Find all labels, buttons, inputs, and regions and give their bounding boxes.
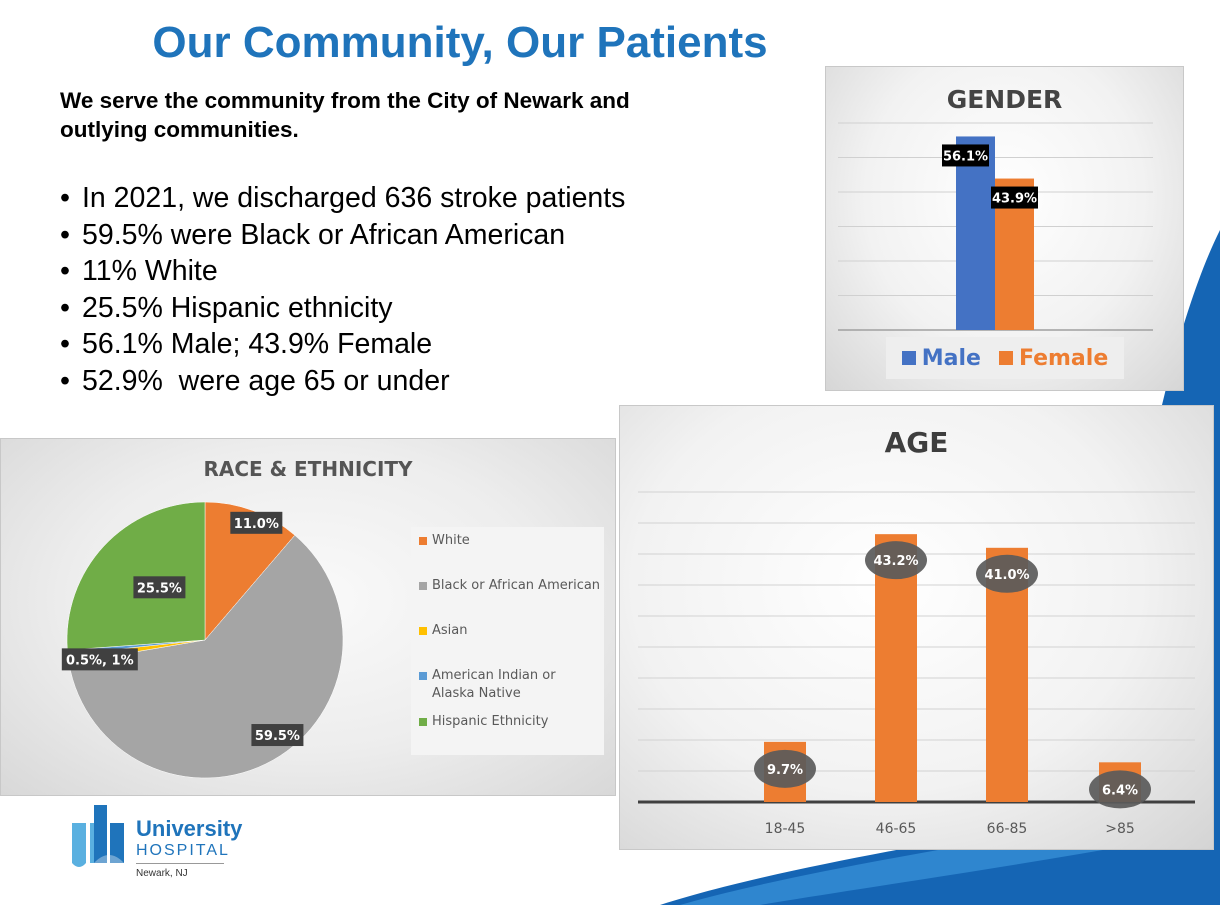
legend-label: Male	[921, 345, 981, 371]
bullet-list: In 2021, we discharged 636 stroke patien…	[60, 180, 625, 399]
bullet-item: 52.9% were age 65 or under	[60, 363, 625, 400]
data-label: 56.1%	[943, 149, 988, 164]
legend-item-black: Black or African American	[419, 577, 600, 595]
gender-plot: 56.1% 43.9%	[838, 122, 1153, 331]
legend-label: Hispanic Ethnicity	[432, 714, 549, 729]
data-label: 25.5%	[137, 581, 182, 596]
race-legend: White Black or African American Asian Am…	[411, 527, 604, 755]
data-label-box	[133, 576, 186, 599]
pie-slice-hispanic-ethnicity	[66, 501, 206, 651]
bullet-item: 11% White	[60, 253, 625, 290]
data-label-box	[991, 186, 1038, 209]
legend-item-american-indian: American Indian or Alaska Native	[419, 667, 599, 703]
legend-item-female: Female	[998, 345, 1109, 371]
age-chart: AGE 18-45 9.7% 46-65 43.2% 66-85 41.0% >85 6.4%	[619, 405, 1214, 850]
logo-name: University	[136, 816, 243, 841]
legend-item-male: Male	[901, 345, 981, 371]
legend-label: Black or African American	[432, 578, 601, 593]
x-tick-label: 66-85	[987, 821, 1028, 837]
university-hospital-logo	[72, 805, 124, 867]
race-ethnicity-chart: RACE & ETHNICITY 11.0% 59.5% 0.5%, 1% 25.5%…	[0, 438, 616, 796]
bullet-item: 56.1% Male; 43.9% Female	[60, 326, 625, 363]
logo-divider	[136, 863, 224, 864]
data-label: 59.5%	[255, 729, 300, 744]
x-tick-label: >85	[1105, 821, 1135, 837]
pie-slice-white	[204, 501, 296, 641]
x-tick-label: 46-65	[876, 821, 917, 837]
legend-swatch	[901, 351, 916, 365]
data-label: 9.7%	[767, 763, 803, 778]
gender-chart: GENDER 56.1% 43.9% Male Female	[825, 66, 1184, 391]
legend-swatch	[998, 351, 1013, 365]
chart-title: RACE & ETHNICITY	[203, 457, 413, 481]
legend-swatch	[419, 718, 427, 726]
data-label: 41.0%	[984, 568, 1029, 583]
data-label: 43.9%	[992, 192, 1037, 207]
intro-text: We serve the community from the City of …	[60, 88, 630, 142]
data-label-bubble	[976, 554, 1038, 593]
data-label-bubble	[865, 541, 927, 580]
race-pie-plot: 11.0% 59.5% 0.5%, 1% 25.5%	[61, 501, 344, 779]
legend-swatch	[419, 672, 427, 680]
data-label: 6.4%	[1102, 783, 1138, 798]
legend-item-hispanic: Hispanic Ethnicity	[419, 713, 548, 731]
legend-item-asian: Asian	[419, 622, 467, 640]
data-label: 43.2%	[873, 554, 918, 569]
data-label-bubble	[1089, 770, 1151, 809]
bar-male	[956, 136, 995, 330]
bullet-item: 25.5% Hispanic ethnicity	[60, 290, 625, 327]
chart-title: GENDER	[946, 85, 1063, 114]
legend-item-white: White	[419, 532, 470, 550]
data-label: 11.0%	[234, 517, 279, 532]
pie-slice-black-or-african-american	[68, 534, 344, 779]
bullet-item: 59.5% were Black or African American	[60, 217, 625, 254]
data-label-box	[251, 724, 304, 747]
data-label-bubble	[754, 749, 816, 788]
slide-title: Our Community, Our Patients	[152, 18, 768, 67]
data-label: 0.5%, 1%	[66, 653, 134, 668]
data-label-box	[230, 511, 283, 534]
legend-swatch	[419, 582, 427, 590]
legend-swatch	[419, 537, 427, 545]
legend-label: Female	[1018, 345, 1109, 371]
gender-legend: Male Female	[886, 337, 1124, 379]
legend-label: White	[432, 533, 470, 548]
legend-label: American Indian or Alaska Native	[432, 668, 556, 701]
logo-subtitle: HOSPITAL	[136, 842, 230, 859]
data-label-box	[61, 648, 138, 671]
age-plot: 18-45 9.7% 46-65 43.2% 66-85 41.0% >85 6.4%	[638, 491, 1195, 837]
legend-swatch	[419, 627, 427, 635]
data-label-box	[942, 144, 989, 167]
bullet-item: In 2021, we discharged 636 stroke patien…	[60, 180, 625, 217]
logo-location: Newark, NJ	[136, 868, 188, 879]
legend-label: Asian	[432, 623, 468, 638]
x-tick-label: 18-45	[765, 821, 806, 837]
chart-title: AGE	[884, 426, 949, 459]
